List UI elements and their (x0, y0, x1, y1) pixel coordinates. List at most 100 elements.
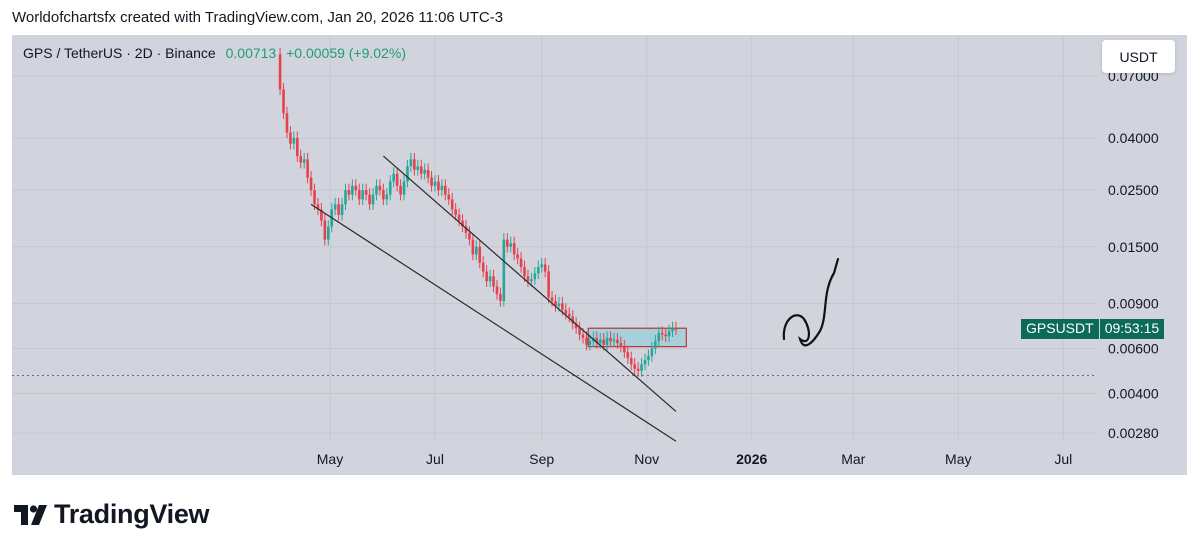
candle-body (306, 159, 309, 178)
candle-body (523, 267, 526, 277)
candle-body (461, 220, 464, 227)
candle-body (302, 159, 306, 163)
candle-body (526, 276, 530, 282)
tradingview-logo-icon (14, 504, 47, 525)
candle-body (419, 166, 423, 174)
candle-body (368, 194, 371, 205)
price-chart[interactable]: May Jul Sep Nov 2026 Mar May Jul0.070000.040000… (12, 35, 1187, 475)
candle-body (313, 190, 316, 205)
candle-body (357, 190, 361, 200)
candle-body (664, 334, 667, 337)
price-tag-symbol: GPSUSDT (1021, 319, 1099, 339)
x-tick-label: Jul (426, 451, 444, 467)
candle-body (392, 173, 395, 182)
candle-body (316, 204, 320, 210)
candle-body (285, 113, 289, 133)
candle-body (457, 214, 461, 221)
candle-body (512, 243, 516, 255)
candle-body (495, 286, 499, 295)
candle-body (547, 271, 550, 298)
x-tick-label: Jul (1054, 451, 1072, 467)
candle-body (626, 352, 630, 359)
y-tick-label: 0.00280 (1108, 425, 1159, 441)
candle-body (671, 328, 674, 332)
candle-body (289, 132, 292, 144)
candle-body (657, 332, 661, 342)
price-tag: GPSUSDT 09:53:15 (1021, 319, 1165, 339)
candle-body (371, 194, 375, 205)
candle-body (323, 220, 327, 240)
candle-body (485, 271, 488, 282)
candle-body (402, 181, 406, 195)
candle-body (413, 159, 416, 170)
candle-body (444, 185, 447, 195)
candle-body (430, 177, 433, 186)
candle-body (426, 169, 430, 178)
brand-name: TradingView (54, 499, 210, 529)
chart-frame[interactable]: May Jul Sep Nov 2026 Mar May Jul 0.07000 0.04000 0… (12, 35, 1187, 475)
candle-body (550, 297, 554, 302)
candle-body (619, 343, 623, 347)
x-tick-label: May (317, 451, 343, 467)
candle-body (605, 337, 609, 345)
candle-body (450, 199, 454, 210)
candle-body (674, 328, 678, 330)
candle-body (530, 279, 533, 282)
x-tick-label: Mar (841, 451, 865, 467)
candle-body (399, 185, 402, 195)
candle-body (612, 339, 616, 342)
candle-body (347, 190, 351, 195)
currency-button[interactable]: USDT (1102, 40, 1175, 73)
candle-body (567, 313, 571, 317)
candle-body (519, 258, 523, 268)
candle-body (385, 194, 389, 200)
candle-body (595, 337, 599, 344)
candle-body (578, 328, 581, 335)
x-tick-label: May (945, 451, 971, 467)
x-tick-label: Sep (529, 451, 554, 467)
candle-body (433, 181, 437, 186)
candle-body (344, 190, 347, 205)
candle-body (602, 339, 605, 345)
candle-body (502, 239, 506, 302)
candle-body (361, 190, 365, 200)
x-tick-label: Nov (634, 451, 659, 467)
candle-body (337, 204, 340, 215)
candle-body (554, 301, 557, 306)
candle-body (437, 181, 440, 191)
candle-body (395, 173, 399, 186)
candle-body (488, 276, 492, 282)
candle-body (588, 341, 592, 345)
top-caption: Worldofchartsfx created with TradingView… (12, 9, 504, 26)
x-tick-label: 2026 (736, 451, 767, 467)
candle-body (492, 276, 495, 287)
candle-body (640, 364, 643, 371)
candle-body (564, 309, 568, 314)
tradingview-logo[interactable]: TradingView (14, 499, 210, 530)
candle-body (650, 348, 654, 357)
candle-body (382, 190, 385, 200)
candle-body (574, 323, 578, 329)
projection-drawing (782, 257, 840, 347)
price-tag-countdown: 09:53:15 (1099, 319, 1165, 339)
candle-body (647, 356, 650, 361)
candle-body (654, 341, 657, 349)
candle-body (481, 262, 485, 272)
candle-body (299, 156, 303, 163)
candle-body (629, 358, 633, 365)
candle-body (375, 185, 378, 195)
channel-lower-line (310, 203, 677, 442)
candle-body (536, 267, 540, 274)
candle-body (475, 246, 478, 255)
candle-body (667, 331, 671, 337)
candle-body (533, 273, 537, 280)
candle-body (406, 166, 409, 182)
candle-body (499, 294, 502, 302)
candle-body (623, 346, 626, 353)
symbol-label[interactable]: GPS / TetherUS · 2D · Binance (23, 45, 216, 61)
candle-body (561, 303, 564, 310)
candle-body (354, 185, 358, 191)
candle-body (378, 185, 382, 191)
candle-body (292, 138, 296, 144)
candle-body (409, 159, 413, 167)
